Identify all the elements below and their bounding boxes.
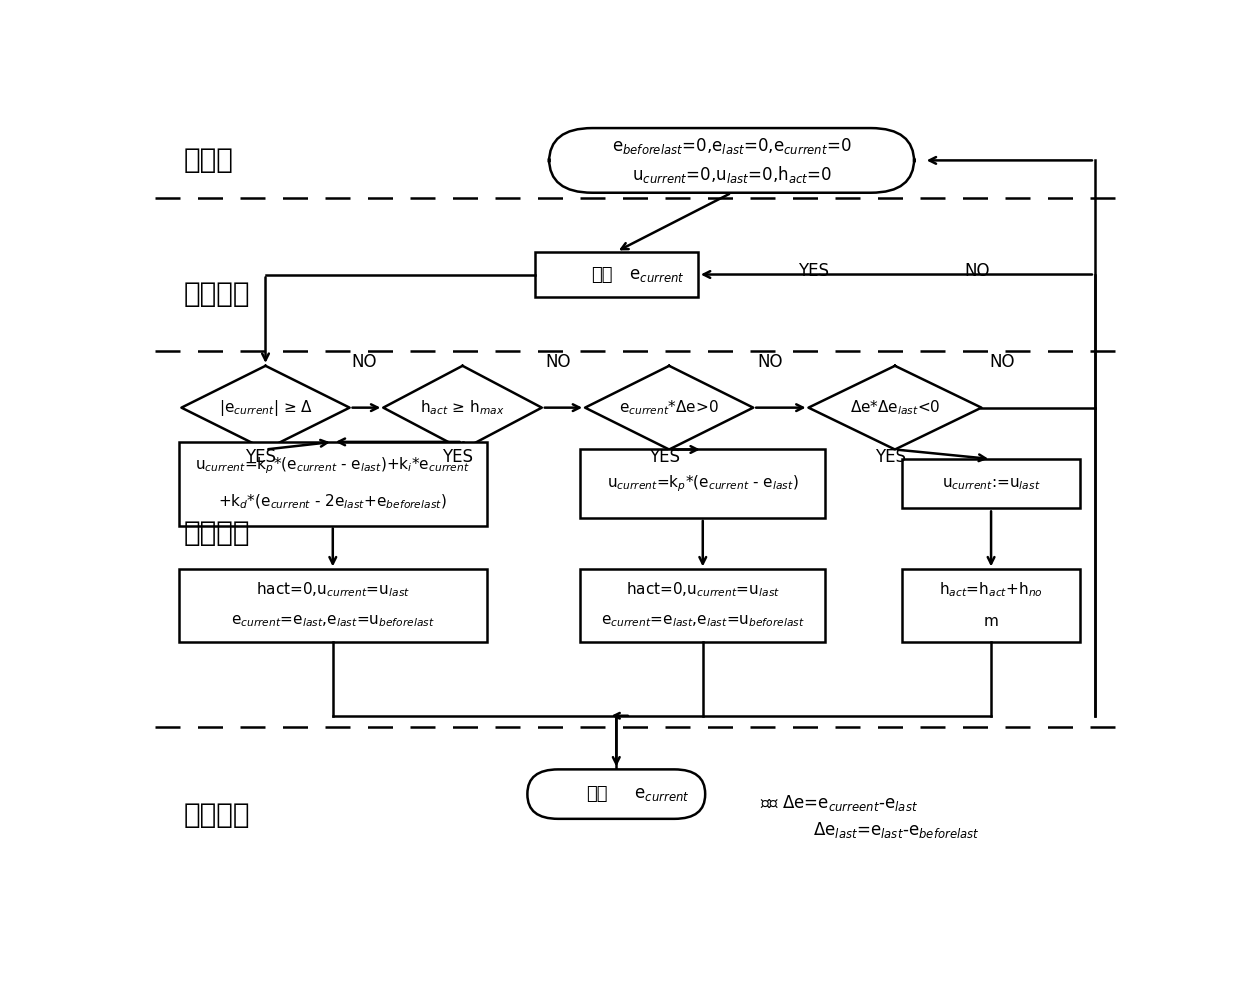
Text: e$_{beforelast}$=0,e$_{last}$=0,e$_{current}$=0: e$_{beforelast}$=0,e$_{last}$=0,e$_{curr… bbox=[611, 136, 852, 156]
Text: h$_{act}$ ≥ h$_{max}$: h$_{act}$ ≥ h$_{max}$ bbox=[420, 398, 505, 417]
Text: 控制输出: 控制输出 bbox=[184, 800, 250, 829]
Text: NO: NO bbox=[963, 262, 990, 280]
Text: 输出: 输出 bbox=[587, 785, 608, 803]
Text: e$_{current}$: e$_{current}$ bbox=[629, 785, 689, 803]
Text: NO: NO bbox=[546, 353, 572, 371]
Text: 初始化: 初始化 bbox=[184, 146, 233, 175]
Bar bbox=[534, 252, 698, 297]
Text: NO: NO bbox=[352, 353, 377, 371]
Text: u$_{current}$=0,u$_{last}$=0,h$_{act}$=0: u$_{current}$=0,u$_{last}$=0,h$_{act}$=0 bbox=[631, 164, 832, 185]
Text: NO: NO bbox=[758, 353, 782, 371]
Text: u$_{current}$=k$_{p}$*(e$_{current}$ - e$_{last}$)+k$_{i}$*e$_{current}$: u$_{current}$=k$_{p}$*(e$_{current}$ - e… bbox=[196, 455, 470, 476]
Bar bbox=[580, 569, 826, 641]
Text: hact=0,u$_{current}$=u$_{last}$: hact=0,u$_{current}$=u$_{last}$ bbox=[255, 580, 410, 599]
Text: Δe$_{last}$=e$_{last}$-e$_{beforelast}$: Δe$_{last}$=e$_{last}$-e$_{beforelast}$ bbox=[813, 820, 980, 840]
Text: u$_{current}$:=u$_{last}$: u$_{current}$:=u$_{last}$ bbox=[942, 476, 1040, 492]
Text: 注： Δe=e$_{curreent}$-e$_{last}$: 注： Δe=e$_{curreent}$-e$_{last}$ bbox=[760, 793, 919, 813]
Text: YES: YES bbox=[443, 449, 474, 466]
Bar bbox=[179, 442, 486, 526]
Text: YES: YES bbox=[649, 449, 680, 466]
Text: Δe*Δe$_{last}$<0: Δe*Δe$_{last}$<0 bbox=[849, 398, 940, 417]
Text: NO: NO bbox=[990, 353, 1016, 371]
Text: e$_{current}$*Δe>0: e$_{current}$*Δe>0 bbox=[619, 398, 719, 417]
Bar bbox=[179, 569, 486, 641]
FancyBboxPatch shape bbox=[527, 770, 706, 819]
Text: h$_{act}$=h$_{act}$+h$_{no}$: h$_{act}$=h$_{act}$+h$_{no}$ bbox=[939, 580, 1043, 599]
Text: YES: YES bbox=[874, 449, 905, 466]
Text: 得到: 得到 bbox=[591, 266, 613, 284]
FancyBboxPatch shape bbox=[549, 128, 914, 193]
Bar bbox=[580, 450, 826, 518]
Text: |e$_{current}$| ≥ Δ: |e$_{current}$| ≥ Δ bbox=[218, 397, 312, 418]
Text: e$_{current}$=e$_{last}$,e$_{last}$=u$_{beforelast}$: e$_{current}$=e$_{last}$,e$_{last}$=u$_{… bbox=[231, 614, 435, 629]
Text: YES: YES bbox=[797, 262, 828, 280]
Bar bbox=[903, 459, 1080, 509]
Text: e$_{current}$=e$_{last}$,e$_{last}$=u$_{beforelast}$: e$_{current}$=e$_{last}$,e$_{last}$=u$_{… bbox=[601, 614, 805, 629]
Text: hact=0,u$_{current}$=u$_{last}$: hact=0,u$_{current}$=u$_{last}$ bbox=[626, 580, 780, 599]
Text: e$_{current}$: e$_{current}$ bbox=[625, 266, 684, 284]
Text: +k$_{d}$*(e$_{current}$ - 2e$_{last}$+e$_{beforelast}$): +k$_{d}$*(e$_{current}$ - 2e$_{last}$+e$… bbox=[218, 493, 448, 511]
Text: YES: YES bbox=[246, 449, 277, 466]
Text: 逻辑判断: 逻辑判断 bbox=[184, 280, 250, 307]
Text: u$_{current}$=k$_{p}$*(e$_{current}$ - e$_{last}$): u$_{current}$=k$_{p}$*(e$_{current}$ - e… bbox=[606, 473, 799, 494]
Text: 控制运算: 控制运算 bbox=[184, 519, 250, 547]
Bar bbox=[903, 569, 1080, 641]
Text: m: m bbox=[983, 614, 998, 628]
